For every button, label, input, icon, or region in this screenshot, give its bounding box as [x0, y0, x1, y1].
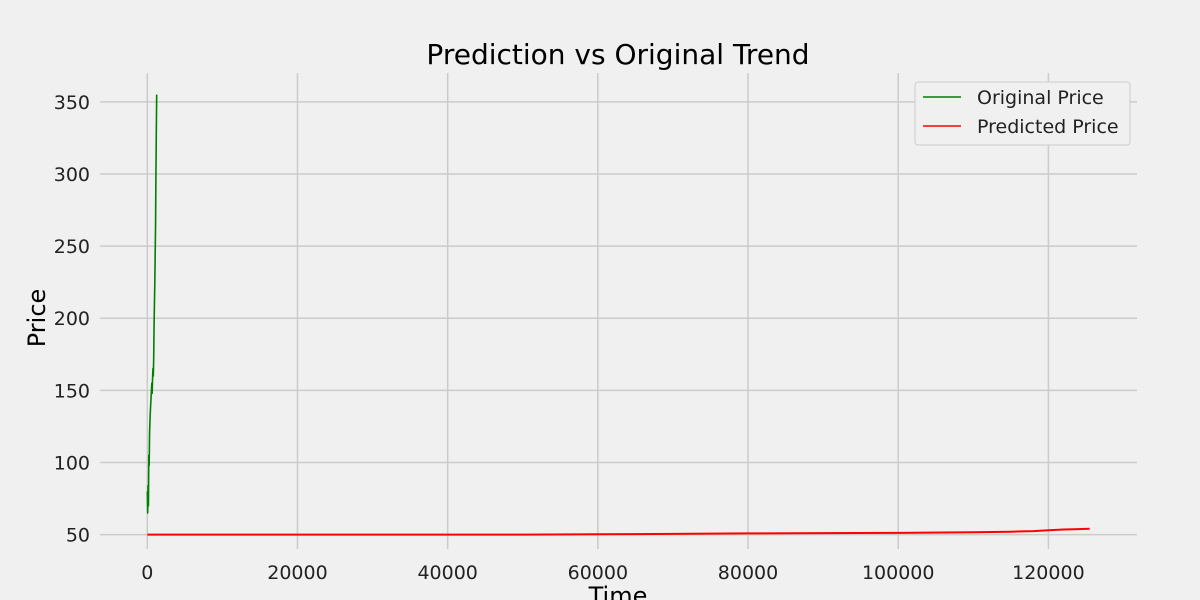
tick-labels: 0 20000 40000 60000 80000 100000 120000 50 100 15… — [54, 92, 1085, 584]
y-tick-label: 50 — [66, 525, 90, 547]
series-layer — [146, 94, 1090, 536]
x-tick-label: 60000 — [568, 562, 628, 584]
y-tick-label: 200 — [54, 308, 90, 330]
x-tick-label: 120000 — [1012, 562, 1085, 584]
y-tick-label: 250 — [54, 236, 90, 258]
x-tick-label: 0 — [141, 562, 153, 584]
x-tick-label: 20000 — [267, 562, 327, 584]
y-tick-label: 300 — [54, 164, 90, 186]
legend-label-predicted-price: Predicted Price — [977, 116, 1119, 138]
legend-label-original-price: Original Price — [977, 87, 1104, 109]
x-tick-label: 40000 — [417, 562, 477, 584]
chart-title: Prediction vs Original Trend — [426, 38, 809, 71]
x-tick-label: 100000 — [862, 562, 935, 584]
x-tick-label: 80000 — [718, 562, 778, 584]
legend: Original Price Predicted Price — [914, 81, 1131, 146]
y-tick-label: 150 — [54, 380, 90, 402]
legend-box — [914, 81, 1131, 146]
series-line-original-price — [146, 94, 158, 514]
y-tick-label: 100 — [54, 452, 90, 474]
series-line-predicted-price — [147, 527, 1090, 536]
y-axis-label: Price — [23, 289, 51, 348]
y-tick-label: 350 — [54, 92, 90, 114]
x-axis-label: Time — [588, 582, 648, 600]
